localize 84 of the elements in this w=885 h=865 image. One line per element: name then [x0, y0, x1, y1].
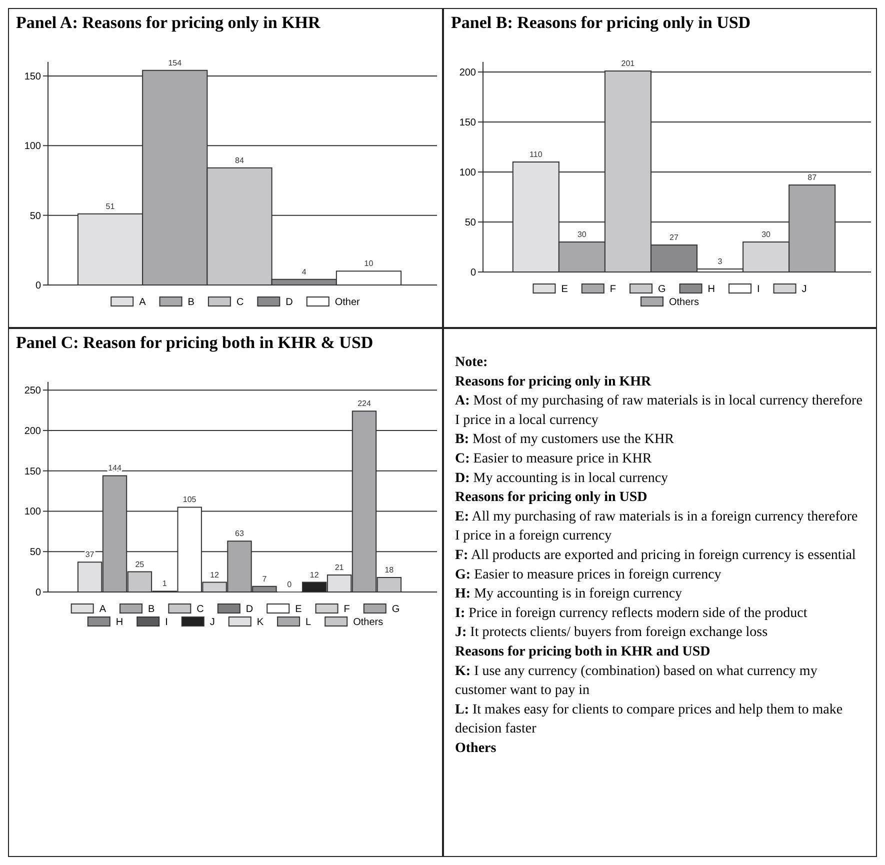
legend-label: H — [116, 617, 124, 628]
legend-label: A — [139, 297, 146, 308]
legend-label: E — [295, 604, 302, 615]
data-label: 7 — [262, 574, 268, 584]
legend-label: Others — [353, 617, 384, 628]
y-tick-label: 100 — [24, 141, 42, 152]
y-tick-label: 150 — [459, 118, 476, 128]
y-tick-label: 50 — [30, 547, 42, 558]
data-label: 21 — [334, 563, 344, 572]
data-label: 0 — [287, 580, 292, 589]
text: J: It protects clients/ buyers from foreign exchange loss — [455, 625, 768, 640]
text: G: Easier to measure prices in foreign currency — [455, 567, 722, 582]
legend-label: C — [196, 604, 204, 615]
data-label: 18 — [384, 565, 394, 574]
data-label: 10 — [364, 259, 374, 268]
legend-label: B — [188, 297, 195, 308]
text: H: My accounting is in foreign currency — [455, 586, 682, 602]
text: F: All products are exported and pricing in foreign currency is essential — [455, 548, 856, 563]
y-tick-label: 150 — [24, 71, 42, 82]
y-tick-label: 50 — [464, 218, 476, 228]
text: Reasons for pricing only in KHR — [455, 374, 652, 390]
data-label: 87 — [808, 173, 818, 182]
data-label: 30 — [762, 230, 772, 239]
legend-label: D — [246, 604, 254, 615]
legend-label: A — [99, 604, 106, 615]
data-label: 84 — [235, 156, 244, 165]
y-tick-label: 250 — [24, 386, 42, 397]
text: C: Easier to measure price in KHR — [455, 452, 652, 466]
legend-label: Other — [334, 297, 361, 308]
y-tick-label: 200 — [459, 68, 476, 78]
text: L: It makes easy for clients to compare prices and help them to make decision faster — [455, 702, 843, 737]
text: E: All my purchasing of raw materials is in a foreign currency therefore I price in a foreign currency — [455, 509, 858, 544]
data-label: 4 — [302, 267, 307, 276]
data-label: 105 — [182, 495, 197, 504]
legend-label: K — [256, 617, 264, 628]
y-tick-label: 100 — [459, 168, 476, 178]
legend-label: C — [236, 297, 244, 308]
y-tick-label: 0 — [35, 588, 42, 598]
data-label: 12 — [310, 570, 320, 580]
legend-label: D — [286, 297, 293, 308]
data-label: 63 — [235, 529, 244, 538]
text: Reasons for pricing only in USD — [455, 490, 648, 506]
text: Others — [455, 741, 497, 756]
data-label: 224 — [358, 399, 372, 408]
data-label: 154 — [168, 58, 182, 68]
legend-label: H — [708, 284, 716, 295]
legend-label: G — [392, 604, 400, 615]
text: Note: — [455, 355, 488, 370]
text: A: Most of my purchasing of raw materials is in local currency therefore I price in a local currency — [455, 394, 862, 428]
legend-label: I — [757, 284, 760, 295]
y-tick-label: 100 — [24, 506, 42, 518]
text: I: Price in foreign currency reflects modern side of the product — [455, 606, 808, 621]
data-label: 1 — [162, 579, 168, 588]
data-label: 3 — [718, 257, 723, 266]
data-label: 144 — [108, 464, 122, 473]
legend-label: J — [802, 284, 807, 295]
y-tick-label: 150 — [24, 466, 42, 478]
y-tick-label: 0 — [35, 280, 42, 292]
data-label: 25 — [135, 560, 145, 569]
legend-label: E — [561, 284, 568, 295]
text: B: Most of my customers use the KHR — [455, 432, 675, 448]
text: D: My accounting is in local currency — [455, 470, 668, 486]
legend-label: I — [165, 617, 168, 628]
data-label: 201 — [621, 59, 636, 68]
legend-label: F — [344, 604, 350, 615]
y-tick-label: 50 — [30, 210, 42, 222]
data-label: 27 — [670, 233, 679, 242]
data-label: 12 — [210, 570, 220, 580]
chart-title: Panel C: Reason for pricing both in KHR & USD — [16, 333, 374, 352]
text: Reasons for pricing both in KHR and USD — [455, 644, 710, 660]
legend-label: G — [658, 284, 666, 295]
data-label: 30 — [577, 230, 587, 239]
chart-title: Panel A: Reasons for pricing only in KHR — [16, 13, 322, 32]
data-label: 110 — [530, 150, 543, 159]
y-tick-label: 200 — [24, 426, 42, 437]
legend-label: L — [306, 617, 312, 628]
legend-label: J — [210, 617, 215, 628]
legend-label: B — [148, 604, 155, 615]
y-tick-label: 0 — [470, 268, 476, 278]
chart-title: Panel B: Reasons for pricing only in USD — [451, 13, 751, 32]
legend-label: Others — [668, 297, 700, 308]
text: K: I use any currency (combination) based on what currency my customer want to pay in — [455, 664, 818, 698]
legend-label: F — [610, 284, 616, 295]
data-label: 51 — [106, 202, 116, 211]
